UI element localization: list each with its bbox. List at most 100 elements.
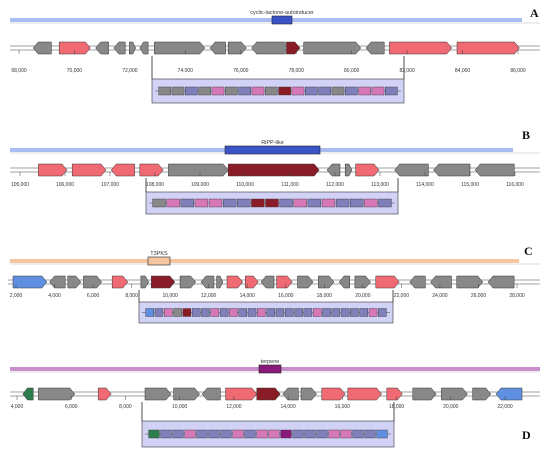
gene-arrow[interactable] bbox=[139, 163, 164, 177]
detail-gene[interactable] bbox=[145, 308, 154, 317]
detail-gene[interactable] bbox=[304, 429, 316, 439]
gene-arrow[interactable] bbox=[256, 387, 281, 401]
gene-arrow[interactable] bbox=[110, 163, 135, 177]
gene-arrow[interactable] bbox=[441, 387, 468, 401]
gene-arrow[interactable] bbox=[113, 41, 126, 55]
detail-gene[interactable] bbox=[268, 429, 280, 439]
detail-gene[interactable] bbox=[171, 86, 185, 96]
detail-gene[interactable] bbox=[275, 308, 285, 317]
gene-arrow[interactable] bbox=[58, 41, 91, 55]
detail-gene[interactable] bbox=[222, 198, 237, 208]
detail-gene[interactable] bbox=[265, 198, 279, 208]
region-box[interactable] bbox=[258, 364, 282, 374]
detail-gene[interactable] bbox=[318, 86, 331, 96]
gene-arrow[interactable] bbox=[83, 275, 103, 289]
gene-arrow[interactable] bbox=[344, 163, 353, 177]
gene-arrow[interactable] bbox=[168, 163, 229, 177]
gene-arrow[interactable] bbox=[251, 41, 286, 55]
gene-arrow[interactable] bbox=[297, 275, 314, 289]
detail-gene[interactable] bbox=[148, 429, 160, 439]
gene-arrow[interactable] bbox=[430, 275, 452, 289]
detail-gene[interactable] bbox=[244, 429, 256, 439]
gene-arrow[interactable] bbox=[216, 275, 224, 289]
gene-arrow[interactable] bbox=[144, 387, 172, 401]
gene-arrow[interactable] bbox=[140, 275, 150, 289]
detail-gene[interactable] bbox=[208, 429, 220, 439]
gene-arrow[interactable] bbox=[354, 275, 371, 289]
gene-arrow[interactable] bbox=[286, 41, 301, 55]
gene-arrow[interactable] bbox=[227, 163, 320, 177]
gene-arrow[interactable] bbox=[456, 41, 520, 55]
detail-gene[interactable] bbox=[211, 86, 225, 96]
detail-gene[interactable] bbox=[331, 308, 341, 317]
detail-gene[interactable] bbox=[335, 198, 350, 208]
gene-arrow[interactable] bbox=[111, 275, 129, 289]
gene-arrow[interactable] bbox=[260, 275, 275, 289]
detail-gene[interactable] bbox=[321, 198, 336, 208]
detail-gene[interactable] bbox=[352, 429, 364, 439]
detail-gene[interactable] bbox=[256, 429, 268, 439]
detail-gene[interactable] bbox=[303, 308, 313, 317]
gene-arrow[interactable] bbox=[276, 275, 293, 289]
detail-gene[interactable] bbox=[350, 308, 359, 317]
detail-gene[interactable] bbox=[285, 308, 294, 317]
detail-gene[interactable] bbox=[265, 86, 278, 96]
gene-arrow[interactable] bbox=[179, 275, 197, 289]
gene-arrow[interactable] bbox=[282, 387, 299, 401]
detail-gene[interactable] bbox=[154, 308, 164, 317]
detail-gene[interactable] bbox=[340, 308, 350, 317]
gene-arrow[interactable] bbox=[226, 275, 244, 289]
gene-arrow[interactable] bbox=[472, 387, 492, 401]
detail-gene[interactable] bbox=[278, 86, 291, 96]
gene-arrow[interactable] bbox=[495, 387, 523, 401]
detail-gene[interactable] bbox=[247, 308, 257, 317]
gene-arrow[interactable] bbox=[412, 387, 437, 401]
detail-gene[interactable] bbox=[180, 198, 194, 208]
detail-gene[interactable] bbox=[198, 86, 211, 96]
gene-arrow[interactable] bbox=[355, 163, 380, 177]
detail-gene[interactable] bbox=[184, 429, 196, 439]
gene-arrow[interactable] bbox=[303, 41, 362, 55]
gene-arrow[interactable] bbox=[71, 163, 107, 177]
detail-gene[interactable] bbox=[316, 429, 328, 439]
gene-arrow[interactable] bbox=[409, 275, 426, 289]
gene-arrow[interactable] bbox=[474, 163, 515, 177]
detail-gene[interactable] bbox=[385, 86, 398, 96]
gene-arrow[interactable] bbox=[38, 387, 76, 401]
detail-gene[interactable] bbox=[172, 429, 184, 439]
gene-arrow[interactable] bbox=[201, 387, 221, 401]
detail-gene[interactable] bbox=[371, 86, 385, 96]
detail-gene[interactable] bbox=[305, 86, 318, 96]
gene-arrow[interactable] bbox=[97, 387, 112, 401]
detail-gene[interactable] bbox=[257, 308, 266, 317]
gene-arrow[interactable] bbox=[487, 275, 515, 289]
gene-arrow[interactable] bbox=[129, 41, 136, 55]
gene-arrow[interactable] bbox=[375, 275, 400, 289]
gene-arrow[interactable] bbox=[225, 387, 258, 401]
detail-gene[interactable] bbox=[166, 198, 180, 208]
gene-arrow[interactable] bbox=[32, 41, 52, 55]
region-box[interactable] bbox=[147, 256, 171, 266]
detail-gene[interactable] bbox=[378, 308, 387, 317]
gene-arrow[interactable] bbox=[95, 41, 109, 55]
detail-gene[interactable] bbox=[378, 198, 392, 208]
detail-gene[interactable] bbox=[173, 308, 182, 317]
gene-arrow[interactable] bbox=[318, 275, 335, 289]
gene-arrow[interactable] bbox=[139, 41, 149, 55]
gene-arrow[interactable] bbox=[389, 41, 453, 55]
detail-gene[interactable] bbox=[219, 308, 229, 317]
detail-gene[interactable] bbox=[158, 86, 171, 96]
detail-gene[interactable] bbox=[160, 429, 172, 439]
region-box[interactable] bbox=[224, 145, 321, 155]
detail-gene[interactable] bbox=[201, 308, 210, 317]
gene-arrow[interactable] bbox=[173, 387, 200, 401]
region-box[interactable] bbox=[271, 15, 293, 25]
detail-gene[interactable] bbox=[292, 429, 304, 439]
gene-arrow[interactable] bbox=[22, 387, 34, 401]
detail-gene[interactable] bbox=[322, 308, 331, 317]
detail-gene[interactable] bbox=[251, 86, 265, 96]
detail-gene[interactable] bbox=[350, 198, 364, 208]
gene-arrow[interactable] bbox=[245, 275, 259, 289]
detail-gene[interactable] bbox=[220, 429, 232, 439]
gene-arrow[interactable] bbox=[338, 275, 350, 289]
